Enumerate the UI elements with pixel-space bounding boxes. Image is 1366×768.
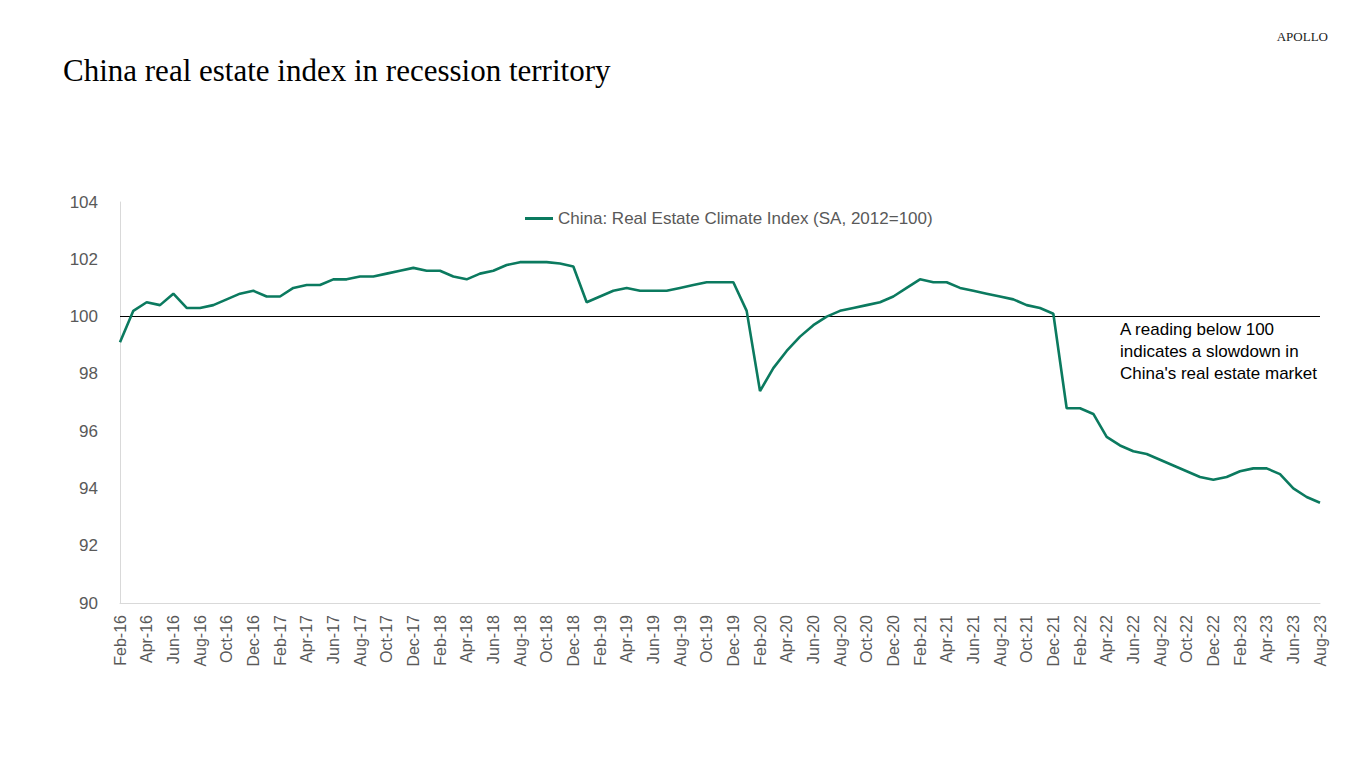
svg-text:China: Real Estate Climate Ind: China: Real Estate Climate Index (SA, 20… [558,209,933,228]
svg-text:Oct-22: Oct-22 [1178,615,1195,663]
svg-text:A reading below 100: A reading below 100 [1120,320,1274,339]
svg-text:Apr-23: Apr-23 [1258,615,1275,663]
svg-text:Dec-21: Dec-21 [1045,615,1062,667]
svg-text:Feb-23: Feb-23 [1232,615,1249,666]
svg-text:China real estate index in rec: China real estate index in recession ter… [63,53,611,88]
svg-text:Aug-21: Aug-21 [992,615,1009,667]
svg-text:Apr-16: Apr-16 [138,615,155,663]
svg-text:Dec-20: Dec-20 [885,615,902,667]
svg-text:92: 92 [79,536,98,555]
svg-text:Aug-18: Aug-18 [512,615,529,667]
svg-text:Dec-17: Dec-17 [405,615,422,667]
svg-text:94: 94 [79,479,98,498]
svg-text:Jun-19: Jun-19 [645,615,662,664]
svg-text:Jun-16: Jun-16 [165,615,182,664]
svg-text:Feb-18: Feb-18 [432,615,449,666]
svg-text:Apr-21: Apr-21 [938,615,955,663]
svg-text:104: 104 [70,193,98,212]
svg-text:Oct-17: Oct-17 [378,615,395,663]
svg-text:Dec-22: Dec-22 [1205,615,1222,667]
svg-text:Feb-19: Feb-19 [592,615,609,666]
svg-text:96: 96 [79,422,98,441]
svg-text:Aug-17: Aug-17 [352,615,369,667]
svg-text:100: 100 [70,307,98,326]
svg-text:APOLLO: APOLLO [1277,29,1328,44]
svg-text:Jun-21: Jun-21 [965,615,982,664]
svg-text:Feb-22: Feb-22 [1072,615,1089,666]
svg-text:China's real estate market: China's real estate market [1120,364,1317,383]
svg-text:indicates a slowdown in: indicates a slowdown in [1120,342,1299,361]
svg-text:Apr-19: Apr-19 [618,615,635,663]
svg-text:Apr-22: Apr-22 [1098,615,1115,663]
svg-text:98: 98 [79,364,98,383]
svg-text:Dec-18: Dec-18 [565,615,582,667]
svg-text:Aug-23: Aug-23 [1312,615,1329,667]
svg-text:Oct-19: Oct-19 [698,615,715,663]
svg-text:Aug-16: Aug-16 [192,615,209,667]
svg-text:Oct-16: Oct-16 [218,615,235,663]
svg-text:Jun-23: Jun-23 [1285,615,1302,664]
svg-text:Oct-21: Oct-21 [1018,615,1035,663]
svg-text:Oct-20: Oct-20 [858,615,875,663]
svg-text:Jun-18: Jun-18 [485,615,502,664]
svg-text:Jun-22: Jun-22 [1125,615,1142,664]
svg-text:Jun-17: Jun-17 [325,615,342,664]
svg-text:Oct-18: Oct-18 [538,615,555,663]
svg-text:90: 90 [79,594,98,613]
svg-text:Feb-20: Feb-20 [752,615,769,666]
svg-text:Dec-19: Dec-19 [725,615,742,667]
svg-text:Feb-16: Feb-16 [112,615,129,666]
svg-text:Apr-18: Apr-18 [458,615,475,663]
svg-text:Apr-20: Apr-20 [778,615,795,663]
svg-text:Feb-17: Feb-17 [272,615,289,666]
svg-text:Dec-16: Dec-16 [245,615,262,667]
svg-text:Aug-19: Aug-19 [672,615,689,667]
svg-text:Apr-17: Apr-17 [298,615,315,663]
svg-text:102: 102 [70,250,98,269]
svg-text:Feb-21: Feb-21 [912,615,929,666]
svg-text:Aug-20: Aug-20 [832,615,849,667]
svg-text:Aug-22: Aug-22 [1152,615,1169,667]
svg-text:Jun-20: Jun-20 [805,615,822,664]
